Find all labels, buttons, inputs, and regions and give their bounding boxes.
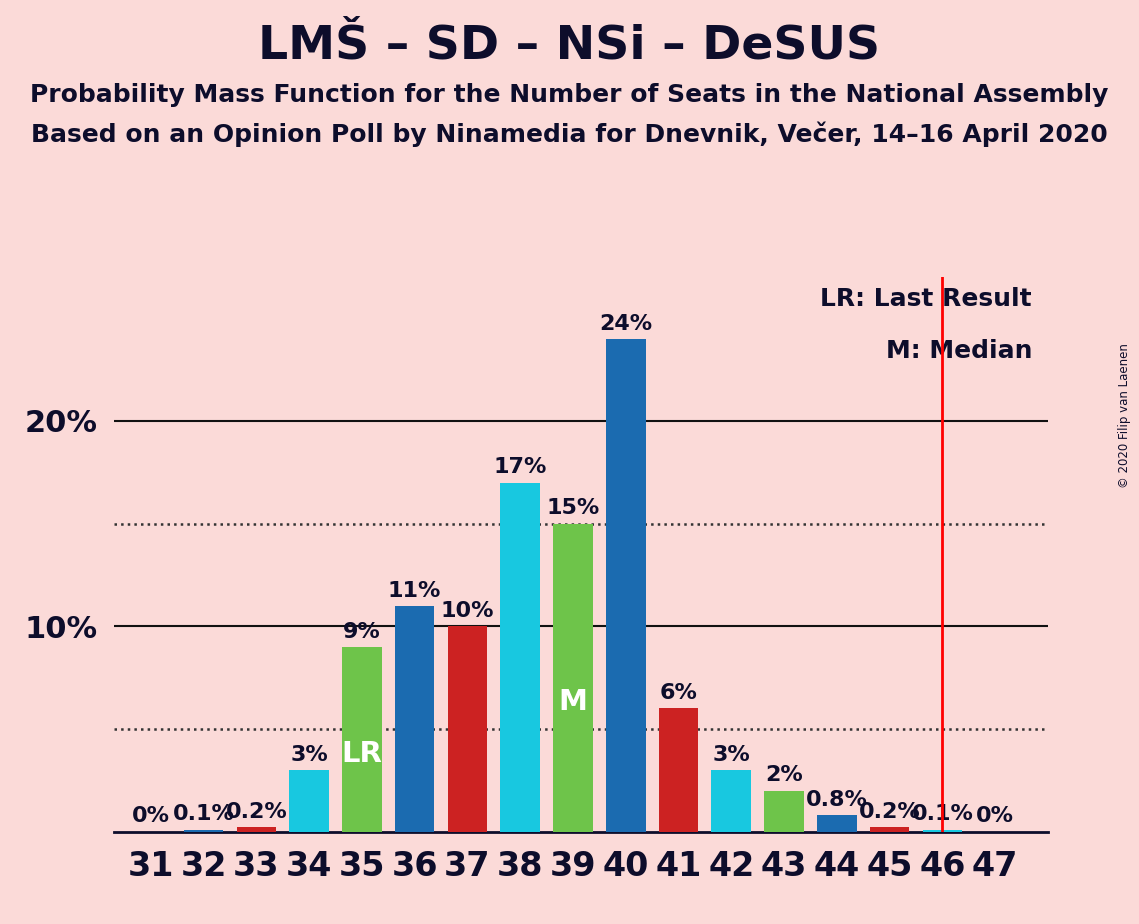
Text: 10%: 10% bbox=[441, 602, 494, 621]
Text: 15%: 15% bbox=[547, 498, 599, 518]
Text: 0.8%: 0.8% bbox=[806, 790, 868, 810]
Bar bbox=[923, 830, 962, 832]
Text: M: Median: M: Median bbox=[885, 339, 1032, 363]
Bar bbox=[289, 770, 329, 832]
Text: Based on an Opinion Poll by Ninamedia for Dnevnik, Večer, 14–16 April 2020: Based on an Opinion Poll by Ninamedia fo… bbox=[31, 122, 1108, 148]
Bar bbox=[342, 647, 382, 832]
Bar bbox=[606, 339, 646, 832]
Bar bbox=[554, 524, 592, 832]
Text: 0.2%: 0.2% bbox=[859, 802, 920, 822]
Text: 6%: 6% bbox=[659, 683, 697, 703]
Text: © 2020 Filip van Laenen: © 2020 Filip van Laenen bbox=[1118, 344, 1131, 488]
Text: 0%: 0% bbox=[132, 807, 170, 826]
Bar bbox=[658, 709, 698, 832]
Text: LR: Last Result: LR: Last Result bbox=[820, 287, 1032, 311]
Text: 17%: 17% bbox=[493, 457, 547, 478]
Text: 0.1%: 0.1% bbox=[911, 805, 974, 824]
Text: 2%: 2% bbox=[765, 765, 803, 785]
Text: 24%: 24% bbox=[599, 313, 653, 334]
Bar bbox=[764, 791, 804, 832]
Bar bbox=[712, 770, 751, 832]
Bar bbox=[870, 828, 909, 832]
Bar bbox=[395, 606, 434, 832]
Text: Probability Mass Function for the Number of Seats in the National Assembly: Probability Mass Function for the Number… bbox=[31, 83, 1108, 107]
Text: 3%: 3% bbox=[290, 745, 328, 765]
Text: 11%: 11% bbox=[388, 580, 441, 601]
Text: 0.2%: 0.2% bbox=[226, 802, 287, 822]
Bar bbox=[183, 830, 223, 832]
Text: M: M bbox=[558, 688, 588, 716]
Text: LMŠ – SD – NSi – DeSUS: LMŠ – SD – NSi – DeSUS bbox=[259, 23, 880, 68]
Text: 0.1%: 0.1% bbox=[173, 805, 235, 824]
Text: LR: LR bbox=[342, 740, 383, 768]
Text: 3%: 3% bbox=[712, 745, 751, 765]
Text: 0%: 0% bbox=[976, 807, 1014, 826]
Bar bbox=[237, 828, 276, 832]
Bar bbox=[500, 482, 540, 832]
Bar bbox=[448, 626, 487, 832]
Text: 9%: 9% bbox=[343, 622, 380, 641]
Bar bbox=[817, 815, 857, 832]
